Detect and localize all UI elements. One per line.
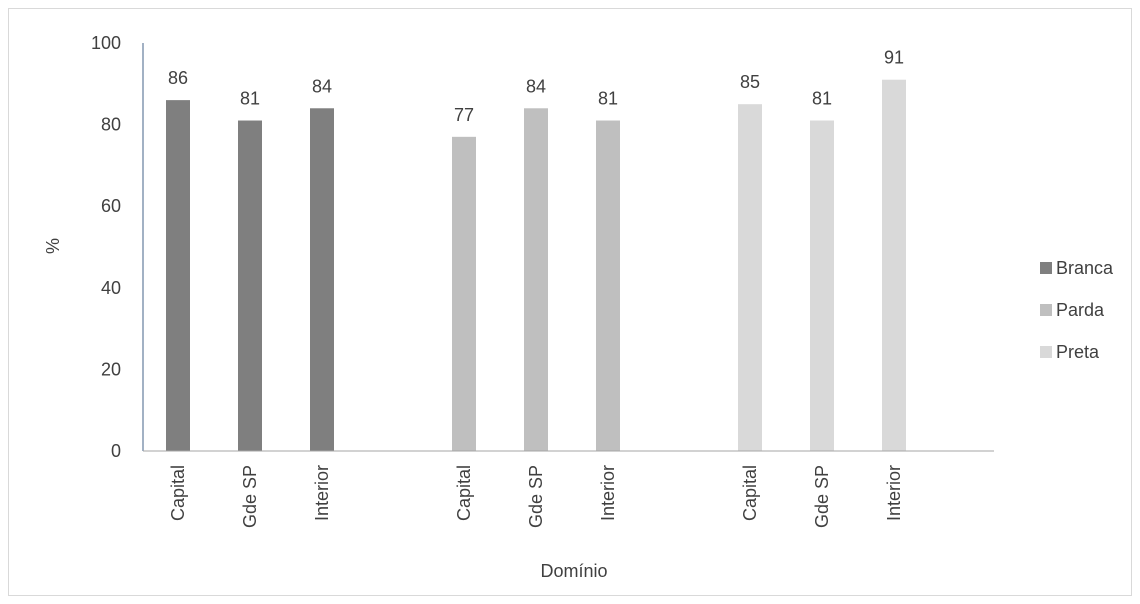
y-tick-label: 40 [101,278,121,298]
legend-swatch-preta [1040,346,1052,358]
bar-branca-2 [310,108,334,451]
chart-frame: 0 20 40 60 80 100 86 81 84 77 84 81 85 81 91 Capital G… [8,8,1132,596]
legend-label: Preta [1056,342,1100,362]
bar-preta-1 [810,120,834,452]
bar-preta-2 [882,79,906,451]
data-label: 91 [884,48,904,68]
x-tick-label: Capital [454,465,474,521]
y-axis: 0 20 40 60 80 100 [91,33,144,461]
legend-label: Parda [1056,300,1105,320]
x-axis: Capital Gde SP Interior Capital Gde SP Interi… [143,450,994,528]
x-tick-label: Capital [740,465,760,521]
data-label: 81 [598,89,618,109]
x-tick-label: Capital [168,465,188,521]
bar-preta-0 [738,104,762,451]
data-label: 86 [168,68,188,88]
data-label: 81 [812,89,832,109]
data-label: 84 [526,76,546,96]
bar-branca-0 [166,100,190,452]
bars: 86 81 84 77 84 81 85 81 91 [166,48,906,452]
legend: Branca Parda Preta [1040,258,1114,362]
bar-chart: 0 20 40 60 80 100 86 81 84 77 84 81 85 81 91 Capital G… [43,33,1114,581]
bar-parda-2 [596,120,620,452]
x-tick-label: Gde SP [240,465,260,528]
bar-parda-0 [452,136,476,451]
bar-branca-1 [238,120,262,452]
y-tick-label: 0 [111,441,121,461]
legend-label: Branca [1056,258,1114,278]
x-axis-label: Domínio [540,561,607,581]
x-tick-label: Interior [312,465,332,521]
legend-swatch-branca [1040,262,1052,274]
bar-parda-1 [524,108,548,451]
y-tick-label: 80 [101,115,121,135]
data-label: 77 [454,105,474,125]
y-tick-label: 60 [101,196,121,216]
y-axis-label: % [43,238,63,254]
y-tick-label: 100 [91,33,121,53]
data-label: 84 [312,76,332,96]
x-tick-label: Gde SP [812,465,832,528]
x-tick-label: Interior [598,465,618,521]
data-label: 81 [240,89,260,109]
legend-swatch-parda [1040,304,1052,316]
y-tick-label: 20 [101,359,121,379]
data-label: 85 [740,72,760,92]
x-tick-label: Gde SP [526,465,546,528]
x-tick-label: Interior [884,465,904,521]
